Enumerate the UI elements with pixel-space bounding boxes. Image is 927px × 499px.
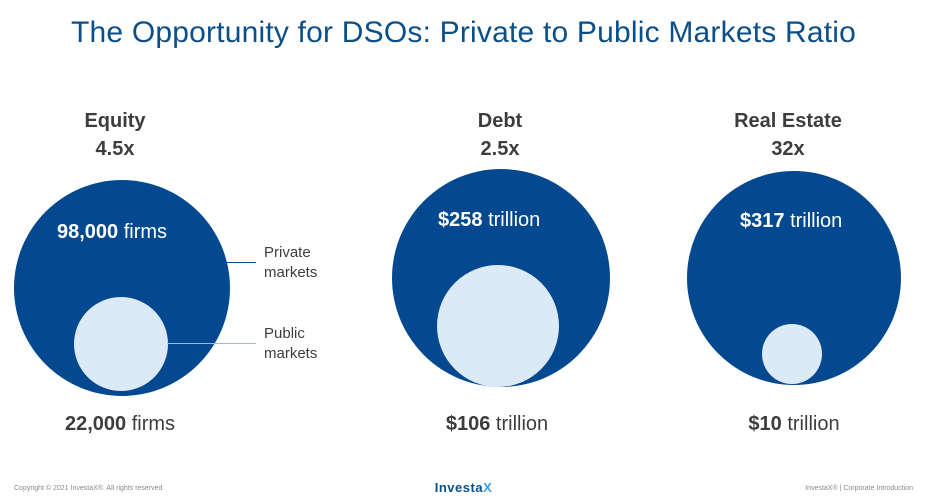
real-estate-private-value: $317 <box>740 210 785 232</box>
equity-private-value: 98,000 <box>57 221 119 243</box>
debt-public-circle <box>437 265 559 387</box>
page-title: The Opportunity for DSOs: Private to Pub… <box>70 16 857 49</box>
legend-public-line1: Public <box>264 325 305 342</box>
equity-public-unit: firms <box>131 413 176 435</box>
debt-private-value: $258 <box>438 209 483 231</box>
legend-private: Private markets <box>264 243 317 283</box>
legend-public: Public markets <box>264 324 317 364</box>
real-estate-public-value: $10 <box>748 413 782 435</box>
legend-private-line2: markets <box>264 264 318 281</box>
public-leader-line <box>167 343 256 344</box>
legend-public-line2: markets <box>264 345 318 362</box>
logo-main-text: Investa <box>434 480 484 495</box>
real-estate-header: Real Estate 32x <box>718 107 858 163</box>
equity-public-circle <box>74 297 168 391</box>
equity-header: Equity 4.5x <box>55 107 175 163</box>
debt-header: Debt 2.5x <box>440 107 560 163</box>
footer-corporate-intro: InvestaX® | Corporate Introduction <box>805 485 913 492</box>
real-estate-public-unit: trillion <box>787 413 840 435</box>
logo-x-text: X <box>483 480 493 495</box>
footer-copyright: Copyright © 2021 InvestaX®. All rights r… <box>14 485 163 492</box>
equity-public-label: 22,000 firms <box>40 413 200 436</box>
debt-public-label: $106 trillion <box>417 413 577 436</box>
debt-public-unit: trillion <box>495 413 549 435</box>
debt-public-value: $106 <box>445 413 491 435</box>
debt-name: Debt <box>477 110 523 132</box>
real-estate-public-circle <box>762 324 822 384</box>
investax-logo: InvestaX <box>0 480 927 495</box>
legend-private-line1: Private <box>264 244 311 261</box>
real-estate-public-label: $10 trillion <box>714 413 874 436</box>
debt-ratio: 2.5x <box>480 138 520 160</box>
real-estate-private-label: $317 trillion <box>740 210 842 233</box>
equity-private-unit: firms <box>123 221 168 243</box>
private-leader-line <box>226 262 256 263</box>
real-estate-ratio: 32x <box>771 138 805 160</box>
debt-private-unit: trillion <box>488 209 541 231</box>
debt-private-label: $258 trillion <box>438 209 540 232</box>
equity-private-label: 98,000 firms <box>57 221 167 244</box>
real-estate-name: Real Estate <box>734 110 842 132</box>
equity-ratio: 4.5x <box>95 138 135 160</box>
real-estate-private-unit: trillion <box>790 210 843 232</box>
equity-public-value: 22,000 <box>64 413 127 435</box>
equity-name: Equity <box>84 110 146 132</box>
